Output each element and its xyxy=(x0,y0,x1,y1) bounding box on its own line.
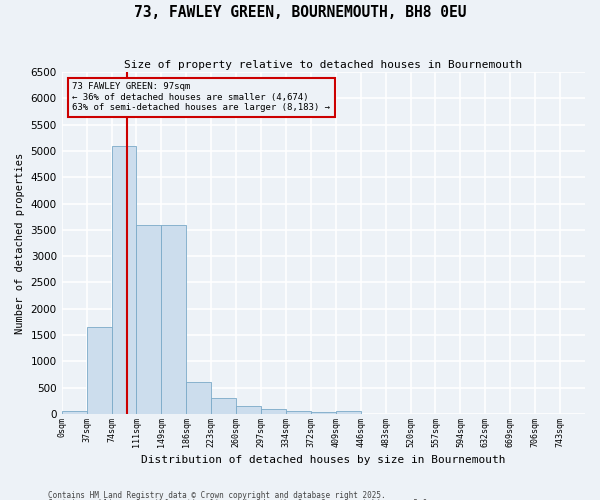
Bar xyxy=(112,146,136,414)
Bar xyxy=(261,408,286,414)
Y-axis label: Number of detached properties: Number of detached properties xyxy=(15,152,25,334)
Bar xyxy=(211,398,236,414)
Bar xyxy=(136,224,161,414)
Bar xyxy=(62,412,86,414)
Title: Size of property relative to detached houses in Bournemouth: Size of property relative to detached ho… xyxy=(124,60,523,70)
Text: 73 FAWLEY GREEN: 97sqm
← 36% of detached houses are smaller (4,674)
63% of semi-: 73 FAWLEY GREEN: 97sqm ← 36% of detached… xyxy=(72,82,330,112)
Bar xyxy=(286,412,311,414)
Bar xyxy=(86,327,112,414)
Text: Contains HM Land Registry data © Crown copyright and database right 2025.: Contains HM Land Registry data © Crown c… xyxy=(48,490,386,500)
Text: Contains public sector information licensed under the Open Government Licence v3: Contains public sector information licen… xyxy=(48,499,432,500)
Bar xyxy=(186,382,211,414)
Bar xyxy=(311,412,336,414)
Bar xyxy=(336,412,361,414)
X-axis label: Distribution of detached houses by size in Bournemouth: Distribution of detached houses by size … xyxy=(141,455,506,465)
Bar xyxy=(161,224,186,414)
Text: 73, FAWLEY GREEN, BOURNEMOUTH, BH8 0EU: 73, FAWLEY GREEN, BOURNEMOUTH, BH8 0EU xyxy=(134,5,466,20)
Bar xyxy=(236,406,261,414)
